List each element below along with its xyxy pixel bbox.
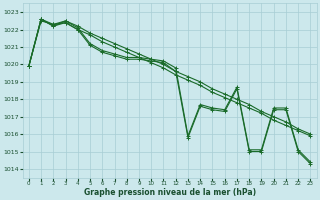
X-axis label: Graphe pression niveau de la mer (hPa): Graphe pression niveau de la mer (hPa): [84, 188, 256, 197]
